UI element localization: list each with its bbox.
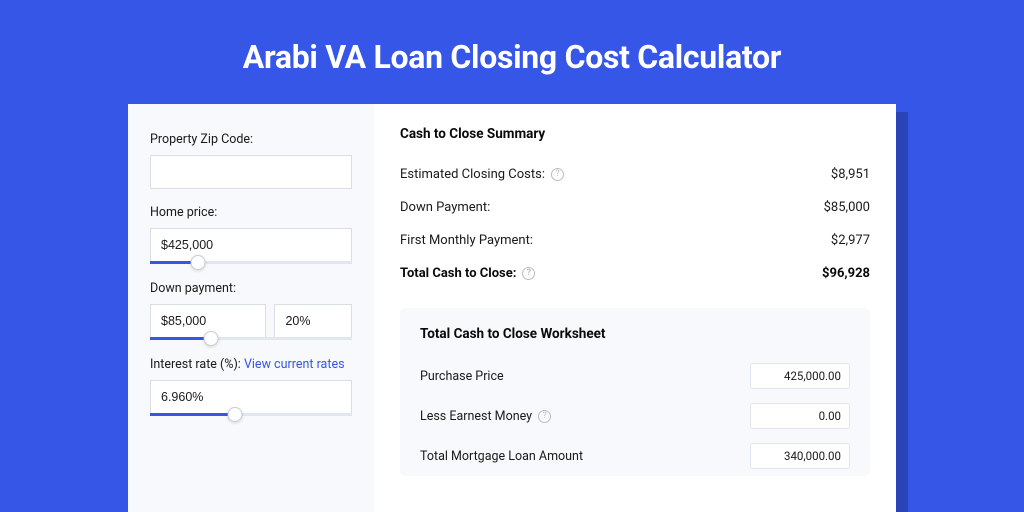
worksheet-list: Purchase Price 425,000.00 Less Earnest Mon… [420, 356, 850, 476]
calculator-card: Property Zip Code: Home price: Down paym… [128, 104, 896, 512]
interest-rate-input[interactable] [150, 380, 352, 414]
summary-row: First Monthly Payment: $2,977 [400, 224, 870, 257]
worksheet-panel: Total Cash to Close Worksheet Purchase P… [400, 308, 870, 476]
zip-field: Property Zip Code: [150, 132, 352, 189]
summary-row-value: $2,977 [831, 233, 870, 248]
interest-rate-slider[interactable] [150, 413, 352, 417]
worksheet-row-label-text: Less Earnest Money [420, 409, 532, 424]
home-price-input[interactable] [150, 228, 352, 262]
summary-row-label-text: Total Cash to Close: [400, 266, 516, 281]
worksheet-row-value: 340,000.00 [750, 443, 850, 469]
home-price-slider[interactable] [150, 261, 352, 265]
summary-row-value: $8,951 [831, 167, 870, 182]
summary-row-value: $85,000 [824, 200, 870, 215]
worksheet-row: Total Mortgage Loan Amount 340,000.00 [420, 436, 850, 476]
worksheet-row-label-text: Total Mortgage Loan Amount [420, 449, 583, 464]
summary-row-label-text: First Monthly Payment: [400, 233, 533, 248]
worksheet-row-label: Less Earnest Money? [420, 409, 551, 424]
slider-thumb[interactable] [203, 331, 218, 346]
results-main: Cash to Close Summary Estimated Closing … [374, 104, 896, 512]
view-rates-link[interactable]: View current rates [244, 357, 345, 372]
help-icon[interactable]: ? [551, 168, 564, 181]
home-price-label: Home price: [150, 205, 352, 220]
inputs-sidebar: Property Zip Code: Home price: Down paym… [128, 104, 374, 512]
down-payment-row [150, 304, 352, 338]
worksheet-title: Total Cash to Close Worksheet [420, 326, 850, 342]
slider-thumb[interactable] [191, 255, 206, 270]
zip-input[interactable] [150, 155, 352, 189]
worksheet-row-label: Total Mortgage Loan Amount [420, 449, 583, 464]
down-payment-slider[interactable] [150, 337, 352, 341]
help-icon[interactable]: ? [538, 410, 551, 423]
worksheet-row-label: Purchase Price [420, 369, 504, 384]
worksheet-row: Purchase Price 425,000.00 [420, 356, 850, 396]
down-payment-field: Down payment: [150, 281, 352, 341]
summary-row-label: First Monthly Payment: [400, 233, 533, 248]
worksheet-row-value: 425,000.00 [750, 363, 850, 389]
slider-fill [150, 413, 235, 416]
worksheet-row: Less Earnest Money? 0.00 [420, 396, 850, 436]
help-icon[interactable]: ? [522, 267, 535, 280]
page-title: Arabi VA Loan Closing Cost Calculator [0, 0, 1024, 76]
summary-row: Down Payment: $85,000 [400, 191, 870, 224]
summary-row-label: Total Cash to Close:? [400, 266, 535, 281]
summary-row: Estimated Closing Costs:? $8,951 [400, 158, 870, 191]
home-price-field: Home price: [150, 205, 352, 265]
slider-thumb[interactable] [227, 407, 242, 422]
summary-row-label: Down Payment: [400, 200, 490, 215]
summary-row: Total Cash to Close:? $96,928 [400, 257, 870, 290]
summary-row-value: $96,928 [822, 266, 870, 281]
summary-row-label: Estimated Closing Costs:? [400, 167, 564, 182]
down-payment-pct-input[interactable] [274, 304, 352, 338]
summary-list: Estimated Closing Costs:? $8,951 Down Paym… [400, 158, 870, 290]
summary-row-label-text: Down Payment: [400, 200, 490, 215]
summary-row-label-text: Estimated Closing Costs: [400, 167, 545, 182]
interest-rate-label-text: Interest rate (%): [150, 357, 244, 372]
interest-rate-field: Interest rate (%): View current rates [150, 357, 352, 417]
interest-rate-label: Interest rate (%): View current rates [150, 357, 352, 372]
slider-fill [150, 337, 211, 340]
down-payment-label: Down payment: [150, 281, 352, 296]
page-root: Arabi VA Loan Closing Cost Calculator Pr… [0, 0, 1024, 512]
zip-label: Property Zip Code: [150, 132, 352, 147]
summary-title: Cash to Close Summary [400, 126, 870, 142]
worksheet-row-value: 0.00 [750, 403, 850, 429]
worksheet-row-label-text: Purchase Price [420, 369, 504, 384]
